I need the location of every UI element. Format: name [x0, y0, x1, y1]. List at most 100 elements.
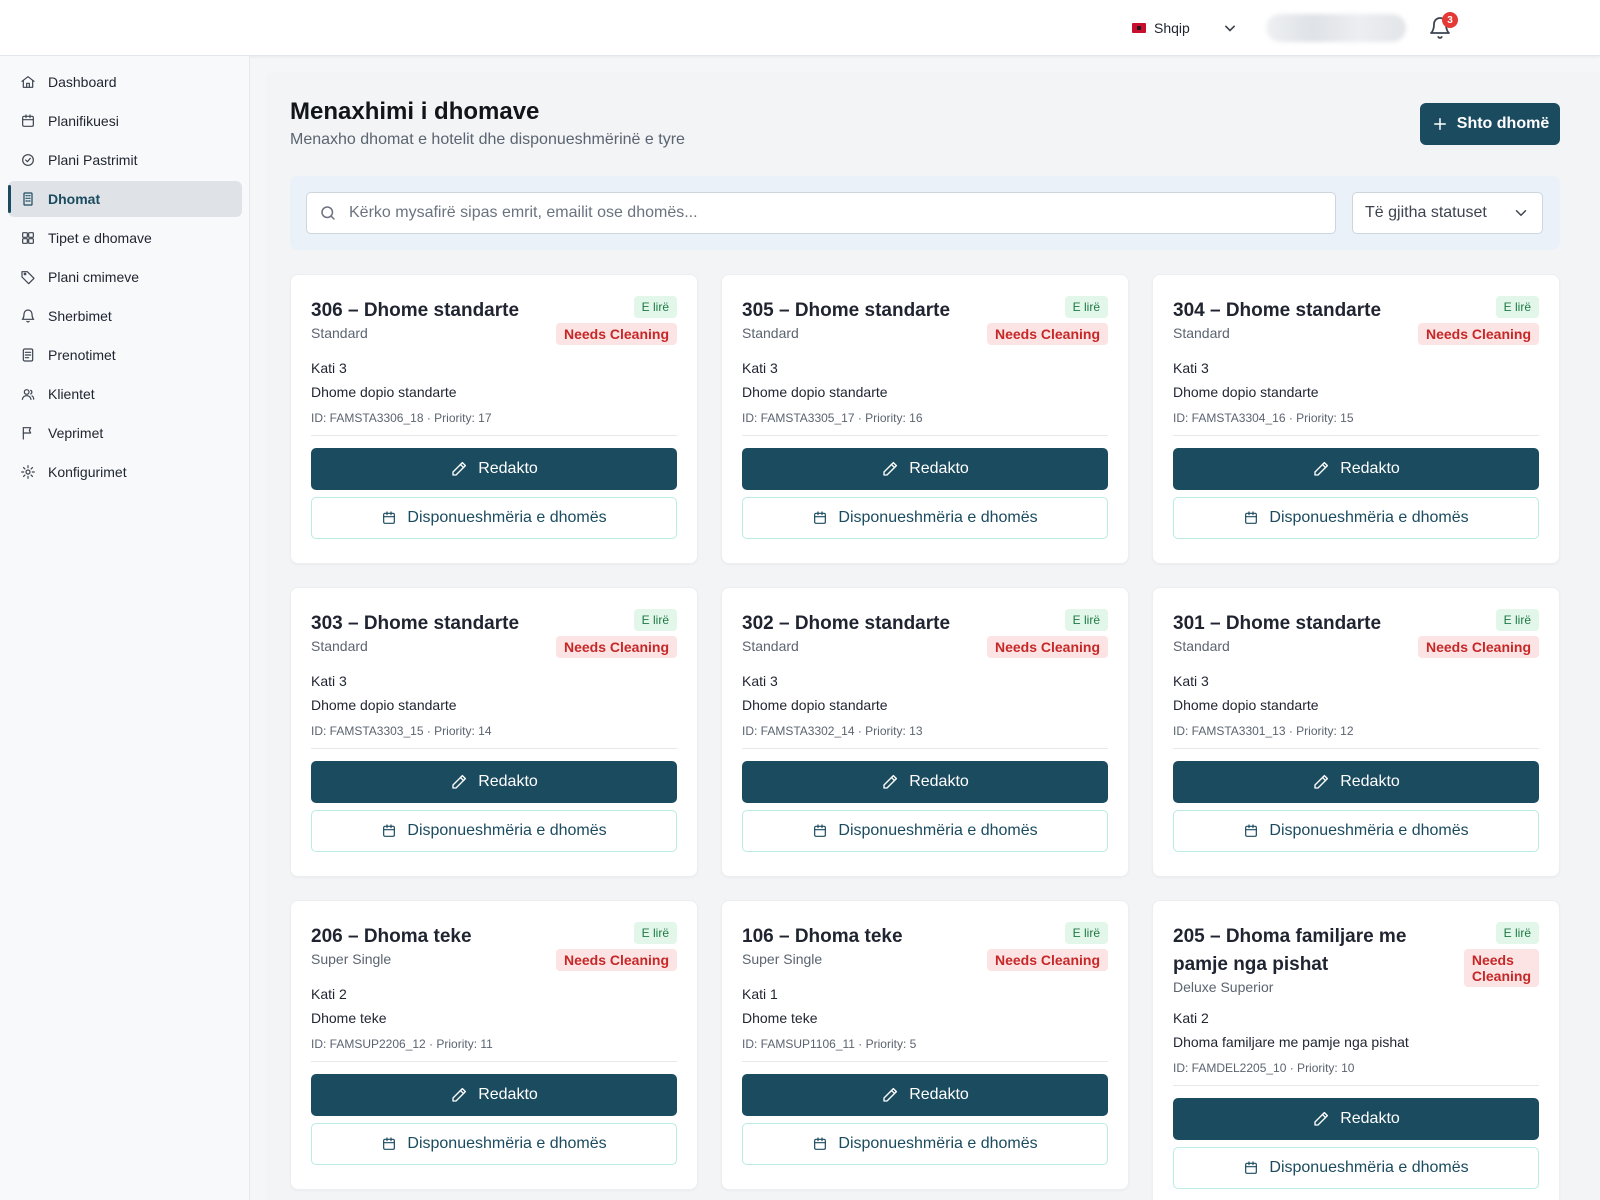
sidebar-item-konfigurimet[interactable]: Konfigurimet	[8, 454, 242, 490]
room-availability-button[interactable]: Disponueshmëria e dhomës	[311, 497, 677, 539]
sidebar-item-klientet[interactable]: Klientet	[8, 376, 242, 412]
cleaning-status-badge: Needs Cleaning	[986, 949, 1108, 971]
room-type: Standard	[742, 638, 799, 654]
chevron-down-icon[interactable]	[1220, 18, 1240, 38]
room-type: Deluxe Superior	[1173, 979, 1274, 995]
room-availability-button[interactable]: Disponueshmëria e dhomës	[1173, 1147, 1539, 1189]
chevron-down-icon	[1515, 210, 1527, 217]
room-floor: Kati 2	[311, 986, 347, 1002]
room-title: 206 – Dhoma teke	[311, 926, 472, 947]
calendar-icon	[814, 824, 827, 837]
room-availability-button[interactable]: Disponueshmëria e dhomës	[1173, 497, 1539, 539]
room-meta: ID: FAMSTA3302_14 · Priority: 13	[742, 724, 923, 738]
calendar-icon	[383, 511, 396, 524]
card-divider	[742, 1061, 1108, 1062]
room-meta: ID: FAMSTA3301_13 · Priority: 12	[1173, 724, 1354, 738]
room-description: Dhoma familjare me pamje nga pishat	[1173, 1034, 1409, 1050]
room-meta: ID: FAMSUP2206_12 · Priority: 11	[311, 1037, 493, 1051]
room-title: 303 – Dhome standarte	[311, 613, 520, 634]
room-availability-button[interactable]: Disponueshmëria e dhomës	[1173, 810, 1539, 852]
availability-status-badge: E lirë	[633, 609, 677, 631]
sidebar-item-label: Klientet	[48, 386, 95, 402]
user-menu[interactable]	[1266, 14, 1406, 42]
availability-status-badge: E lirë	[1064, 609, 1108, 631]
calendar-icon	[814, 511, 827, 524]
sidebar-item-sherbimet[interactable]: Sherbimet	[8, 298, 242, 334]
sidebar-item-prenotimet[interactable]: Prenotimet	[8, 337, 242, 373]
room-availability-label: Disponueshmëria e dhomës	[838, 1135, 1038, 1152]
room-availability-label: Disponueshmëria e dhomës	[838, 822, 1038, 839]
edit-room-label: Redakto	[1340, 1110, 1400, 1127]
cleaning-status-badge: Needs Cleaning	[555, 323, 677, 345]
sidebar-item-tipet-e-dhomave[interactable]: Tipet e dhomave	[8, 220, 242, 256]
calendar-icon	[814, 1137, 827, 1150]
room-description: Dhome dopio standarte	[1173, 384, 1319, 400]
pencil-icon	[1314, 1111, 1329, 1126]
sidebar-item-dashboard[interactable]: Dashboard	[8, 64, 242, 100]
search-box[interactable]	[306, 192, 1336, 234]
card-divider	[742, 435, 1108, 436]
room-availability-button[interactable]: Disponueshmëria e dhomës	[742, 1123, 1108, 1165]
room-description: Dhome dopio standarte	[1173, 697, 1319, 713]
edit-room-label: Redakto	[478, 1086, 538, 1103]
room-type: Super Single	[742, 951, 823, 967]
room-description: Dhome dopio standarte	[311, 697, 457, 713]
room-floor: Kati 3	[742, 673, 778, 689]
edit-room-button[interactable]: Redakto	[311, 448, 677, 490]
search-input[interactable]	[349, 204, 1309, 222]
card-divider	[1173, 435, 1539, 436]
room-floor: Kati 3	[311, 673, 347, 689]
pencil-icon	[883, 774, 898, 789]
room-meta: ID: FAMSTA3304_16 · Priority: 15	[1173, 411, 1354, 425]
add-room-label: Shto dhomë	[1456, 115, 1550, 132]
room-title: 106 – Dhoma teke	[742, 926, 903, 947]
room-title: 301 – Dhome standarte	[1173, 613, 1382, 634]
room-availability-button[interactable]: Disponueshmëria e dhomës	[311, 1123, 677, 1165]
edit-room-button[interactable]: Redakto	[742, 761, 1108, 803]
flag-icon	[22, 427, 32, 440]
room-description: Dhome teke	[742, 1010, 818, 1026]
room-availability-button[interactable]: Disponueshmëria e dhomës	[311, 810, 677, 852]
room-card: 306 – Dhome standarte E lirë Needs Cleanin…	[290, 274, 698, 564]
edit-room-button[interactable]: Redakto	[311, 761, 677, 803]
card-divider	[1173, 748, 1539, 749]
edit-room-button[interactable]: Redakto	[311, 1074, 677, 1116]
room-floor: Kati 3	[311, 360, 347, 376]
language-selector[interactable]: Shqip	[1132, 16, 1190, 40]
edit-room-button[interactable]: Redakto	[1173, 448, 1539, 490]
sidebar-item-label: Planifikuesi	[48, 113, 119, 129]
sidebar-item-planifikuesi[interactable]: Planifikuesi	[8, 103, 242, 139]
sidebar-item-label: Plani Pastrimit	[48, 152, 138, 168]
sidebar-item-plani-cmimeve[interactable]: Plani cmimeve	[8, 259, 242, 295]
room-card: 301 – Dhome standarte E lirë Needs Cleanin…	[1152, 587, 1560, 877]
cleaning-status-badge: Needs Cleaning	[1417, 636, 1539, 658]
room-type: Standard	[742, 325, 799, 341]
room-meta: ID: FAMDEL2205_10 · Priority: 10	[1173, 1061, 1355, 1075]
calendar-icon	[22, 114, 34, 127]
edit-room-button[interactable]: Redakto	[742, 1074, 1108, 1116]
room-availability-button[interactable]: Disponueshmëria e dhomës	[742, 810, 1108, 852]
edit-room-button[interactable]: Redakto	[1173, 1098, 1539, 1140]
edit-room-button[interactable]: Redakto	[1173, 761, 1539, 803]
sidebar-item-plani-pastrimit[interactable]: Plani Pastrimit	[8, 142, 242, 178]
room-title: 205 – Dhoma familjare me pamje nga pishat	[1173, 926, 1407, 975]
room-availability-button[interactable]: Disponueshmëria e dhomës	[742, 497, 1108, 539]
availability-status-badge: E lirë	[1064, 296, 1108, 318]
room-meta: ID: FAMSTA3305_17 · Priority: 16	[742, 411, 923, 425]
edit-room-label: Redakto	[478, 460, 538, 477]
room-type: Standard	[311, 325, 368, 341]
sidebar-item-label: Sherbimet	[48, 308, 112, 324]
room-title: 306 – Dhome standarte	[311, 300, 520, 321]
sidebar-item-dhomat[interactable]: Dhomat	[8, 181, 242, 217]
bell-icon[interactable]	[1428, 16, 1452, 40]
add-room-button[interactable]: Shto dhomë	[1420, 103, 1560, 145]
edit-room-label: Redakto	[1340, 773, 1400, 790]
sidebar-item-label: Plani cmimeve	[48, 269, 140, 285]
edit-room-button[interactable]: Redakto	[742, 448, 1108, 490]
card-divider	[311, 435, 677, 436]
status-filter-select[interactable]: Të gjitha statuset	[1352, 192, 1543, 234]
room-availability-label: Disponueshmëria e dhomës	[1269, 509, 1469, 526]
room-meta: ID: FAMSTA3303_15 · Priority: 14	[311, 724, 492, 738]
sidebar-item-veprimet[interactable]: Veprimet	[8, 415, 242, 451]
grid-icon	[22, 232, 34, 244]
